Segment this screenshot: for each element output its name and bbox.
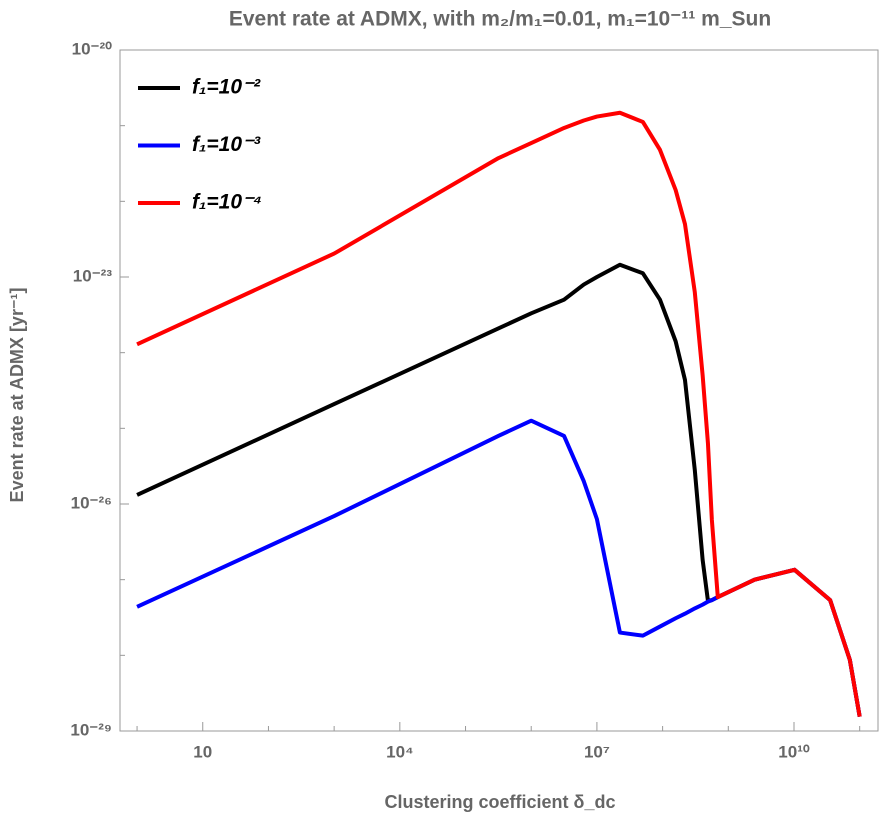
x-tick-label: 10⁷ [584, 742, 610, 761]
y-tick-label: 10⁻²³ [73, 266, 113, 285]
x-tick-label: 10 [193, 742, 212, 761]
legend-label: f₁=10⁻⁴ [192, 191, 262, 214]
y-tick-label: 10⁻²⁹ [70, 720, 112, 739]
legend-label: f₁=10⁻³ [192, 133, 261, 156]
plot-frame [119, 49, 879, 732]
y-tick-label: 10⁻²⁶ [71, 493, 112, 512]
x-tick-label: 10¹⁰ [778, 742, 810, 761]
y-tick-label: 10⁻²⁰ [72, 39, 113, 58]
x-tick-label: 10⁴ [386, 742, 413, 761]
series-line [136, 262, 862, 717]
series-line [136, 418, 862, 717]
y-axis-label: Event rate at ADMX [yr⁻¹] [7, 288, 27, 503]
chart-title: Event rate at ADMX, with m₂/m₁=0.01, m₁=… [229, 8, 771, 31]
series-line [136, 110, 862, 717]
legend-label: f₁=10⁻² [192, 76, 261, 99]
x-axis-label: Clustering coefficient δ_dc [385, 792, 616, 812]
